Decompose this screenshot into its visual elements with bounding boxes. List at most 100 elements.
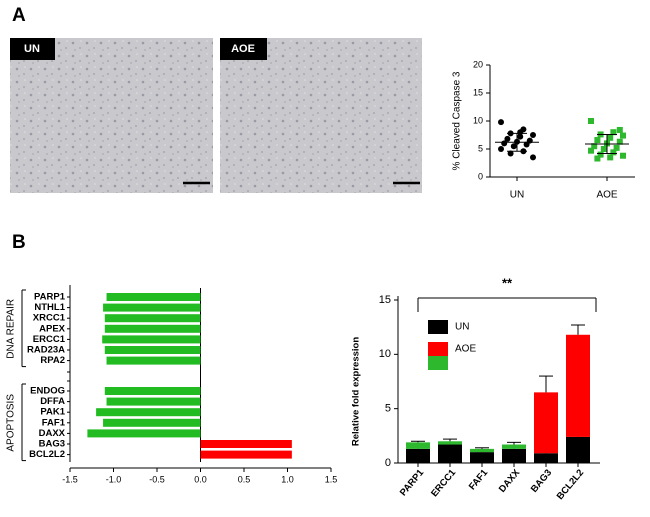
legend-swatch <box>428 320 448 334</box>
point <box>616 126 623 133</box>
x-tick-label: FAF1 <box>467 467 491 492</box>
panel-label: B <box>12 232 26 253</box>
x-tick-label: -0.5 <box>149 474 165 484</box>
point <box>594 155 601 162</box>
bar <box>96 408 201 417</box>
x-tick-label: AOE <box>596 190 617 201</box>
y-tick-label: PAK1 <box>40 407 65 418</box>
image-label: UN <box>24 43 40 55</box>
bar-segment <box>534 453 558 463</box>
bar-segment <box>470 448 494 453</box>
bar-segment <box>406 448 430 463</box>
point <box>616 138 623 145</box>
point <box>620 152 626 159</box>
y-tick-label: 15 <box>473 87 483 97</box>
y-tick-label: DAXX <box>39 428 66 439</box>
bar <box>200 440 292 448</box>
x-tick-label: BCL2L2 <box>555 467 587 502</box>
bar <box>106 356 201 365</box>
point <box>610 129 617 136</box>
point <box>510 143 517 150</box>
y-tick-label: APEX <box>39 323 66 334</box>
x-tick-label: 0.5 <box>238 474 251 484</box>
y-tick-label: BCL2L2 <box>29 449 65 460</box>
x-tick-label: DAXX <box>497 467 523 495</box>
point <box>498 119 504 126</box>
point <box>530 132 536 138</box>
image-label-box <box>220 38 267 60</box>
x-tick-label: UN <box>510 190 524 201</box>
point <box>517 133 524 140</box>
point <box>607 154 614 161</box>
y-tick-label: 10 <box>473 115 483 125</box>
legend-label: UN <box>455 322 469 333</box>
y-tick-label: 5 <box>385 403 391 415</box>
legend-label: AOE <box>455 344 476 355</box>
bar <box>104 314 201 323</box>
point <box>597 151 604 158</box>
point <box>504 135 511 142</box>
image-label-box <box>10 38 55 60</box>
group-label: DNA REPAIR <box>6 299 17 359</box>
bar-segment <box>566 436 590 463</box>
bar <box>103 303 201 312</box>
bar-segment <box>438 441 462 445</box>
image-label: AOE <box>231 43 255 55</box>
bar-segment <box>502 444 526 449</box>
y-tick-label: 15 <box>379 294 391 306</box>
x-tick-label: BAG3 <box>529 467 554 494</box>
y-tick-label: ENDOG <box>30 386 65 397</box>
bar <box>103 418 201 427</box>
y-tick-label: DFFA <box>40 396 65 407</box>
y-tick-label: 10 <box>379 348 391 360</box>
bar-segment <box>406 442 430 449</box>
legend-swatch <box>428 342 448 356</box>
group-label: APOPTOSIS <box>6 394 17 452</box>
bar-segment <box>438 444 462 463</box>
y-tick-label: NTHL1 <box>34 302 65 313</box>
point <box>610 149 617 156</box>
bar <box>102 335 201 344</box>
y-tick-label: PARP1 <box>34 292 66 303</box>
bar <box>104 324 201 333</box>
bar <box>104 387 201 395</box>
y-tick-label: XRCC1 <box>33 313 66 324</box>
bar-segment <box>566 334 590 437</box>
x-tick-label: 0.0 <box>194 474 207 484</box>
micrograph <box>10 38 213 193</box>
y-tick-label: 5 <box>478 143 483 153</box>
x-tick-label: 1.0 <box>281 474 294 484</box>
x-tick-label: -1.5 <box>62 474 78 484</box>
bar <box>200 450 292 459</box>
point <box>530 154 536 161</box>
bar-segment <box>502 448 526 463</box>
y-tick-label: RPA2 <box>40 355 65 366</box>
y-tick-label: 0 <box>385 457 391 469</box>
x-tick-label: PARP1 <box>398 467 427 498</box>
point <box>620 132 626 139</box>
bar <box>104 346 201 354</box>
point <box>523 141 530 148</box>
panel-label: A <box>12 5 26 26</box>
legend-swatch <box>428 356 448 370</box>
point <box>607 134 614 141</box>
x-tick-label: 1.5 <box>325 474 338 484</box>
x-tick-label: ERCC1 <box>429 467 459 499</box>
point <box>600 146 607 152</box>
y-axis-label: % Cleaved Caspase 3 <box>452 71 463 170</box>
annotation: ** <box>502 275 513 290</box>
bar-segment <box>534 392 558 454</box>
y-tick-label: RAD23A <box>27 345 65 356</box>
y-tick-label: 0 <box>478 171 483 181</box>
y-tick-label: ERCC1 <box>33 334 66 345</box>
point <box>594 137 601 144</box>
y-tick-label: FAF1 <box>42 417 66 428</box>
point <box>501 140 508 147</box>
bar <box>106 397 201 406</box>
point <box>498 146 504 152</box>
bar <box>106 293 201 301</box>
point <box>517 129 524 136</box>
x-tick-label: -1.0 <box>106 474 122 484</box>
